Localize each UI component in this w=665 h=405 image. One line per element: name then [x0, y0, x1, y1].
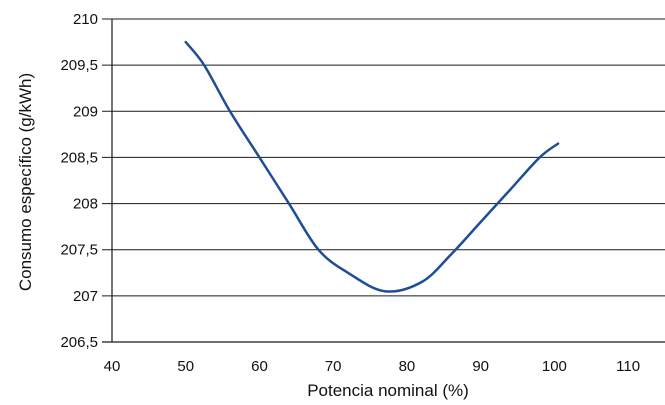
x-tick-label: 110	[616, 358, 640, 375]
x-axis-label: Potencia nominal (%)	[307, 381, 469, 400]
y-tick-label: 210	[73, 11, 98, 28]
y-tick-label: 207	[73, 288, 98, 305]
axes	[102, 19, 665, 343]
series-lines	[184, 40, 560, 293]
x-tick-label: 40	[104, 358, 121, 375]
x-tick-label: 90	[472, 358, 489, 375]
x-tick-label: 50	[177, 358, 194, 375]
y-tick-label: 206,5	[60, 334, 98, 351]
x-tick-label: 70	[325, 358, 342, 375]
y-tick-label: 209	[73, 103, 98, 120]
tick-labels: 206,5 207 207,5 208 208,5 209 209,5 210 40 50 60 70…	[60, 11, 640, 375]
series-line-0	[184, 40, 560, 293]
y-tick-label: 208	[73, 196, 98, 213]
y-tick-label: 209,5	[60, 57, 98, 74]
x-tick-label: 100	[542, 358, 567, 375]
grid-lines	[102, 18, 665, 297]
x-tick-label: 80	[399, 358, 416, 375]
y-tick-label: 208,5	[60, 149, 98, 166]
x-tick-label: 60	[251, 358, 268, 375]
y-tick-label: 207,5	[60, 242, 98, 259]
y-axis-label: Consumo específico (g/kWh)	[16, 73, 35, 291]
